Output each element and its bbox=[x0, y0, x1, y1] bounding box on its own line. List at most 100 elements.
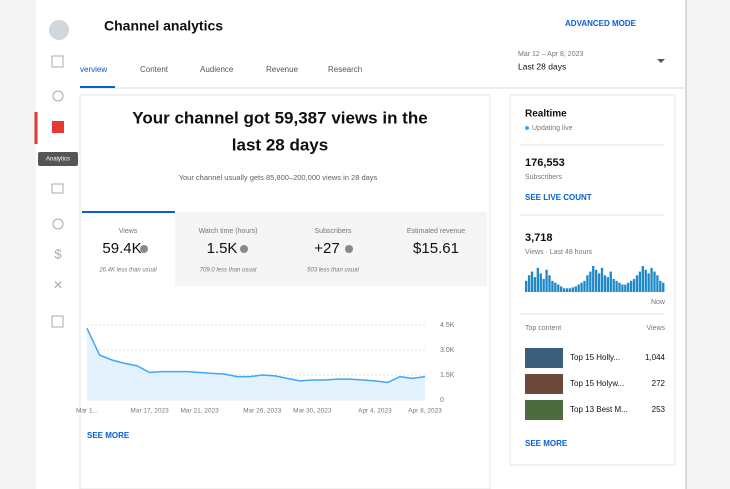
item-title[interactable]: Top 15 Holyw... bbox=[570, 379, 624, 388]
tooltip bbox=[38, 152, 78, 166]
bar bbox=[586, 275, 589, 292]
item-title[interactable]: Top 15 Holly... bbox=[570, 353, 620, 362]
top-content: Top content bbox=[525, 325, 561, 332]
bar bbox=[583, 280, 586, 292]
realtime-status: Updating live bbox=[532, 125, 573, 132]
realtime-views-label: Views · Last 48 hours bbox=[525, 249, 593, 256]
metric-label: Subscribers bbox=[315, 228, 352, 235]
bar bbox=[551, 280, 554, 292]
bar bbox=[627, 282, 630, 292]
metric-label: Watch time (hours) bbox=[199, 228, 258, 235]
bar bbox=[659, 280, 662, 292]
bar bbox=[595, 269, 598, 292]
x-tick-label: Mar 21, 2023 bbox=[181, 408, 220, 415]
x-tick-label: Mar 26, 2023 bbox=[243, 408, 282, 415]
metric-value: +27 bbox=[314, 240, 339, 257]
metric-value: 59.4K bbox=[102, 240, 141, 257]
thumbnail[interactable] bbox=[525, 374, 563, 394]
bar bbox=[618, 282, 621, 292]
item-title[interactable]: Top 13 Best M... bbox=[570, 405, 628, 414]
nav-icon[interactable]: $ bbox=[54, 246, 62, 261]
bar bbox=[562, 288, 566, 292]
bar bbox=[603, 275, 607, 292]
bar bbox=[560, 286, 563, 292]
bar bbox=[589, 271, 592, 292]
subscriber-label: Subscribers bbox=[525, 174, 562, 181]
tab[interactable]: Audience bbox=[200, 65, 234, 74]
date-range[interactable]: Mar 12 – Apr 8, 2023 bbox=[518, 51, 583, 58]
bar bbox=[632, 279, 636, 292]
bar bbox=[565, 288, 569, 292]
tab[interactable]: Content bbox=[140, 65, 169, 74]
see-live-count[interactable]: SEE LIVE COUNT bbox=[525, 193, 592, 202]
metric-note: 709.0 less than usual bbox=[200, 268, 257, 274]
nav-icon[interactable]: ✕ bbox=[53, 278, 63, 292]
period[interactable]: Last 28 days bbox=[518, 61, 566, 71]
tab[interactable]: Research bbox=[328, 65, 362, 74]
thumbnail[interactable] bbox=[525, 348, 563, 368]
nav-icon[interactable] bbox=[52, 90, 64, 102]
see-more[interactable]: SEE MORE bbox=[525, 439, 568, 448]
nav-icon[interactable] bbox=[52, 218, 64, 230]
metric-note: 503 less than usual bbox=[307, 268, 359, 274]
y-tick-label: 4.5K bbox=[440, 322, 455, 329]
info-icon bbox=[240, 245, 248, 253]
item-views: 253 bbox=[652, 405, 666, 414]
bar bbox=[568, 288, 572, 292]
bar bbox=[530, 271, 534, 292]
avatar[interactable] bbox=[49, 20, 69, 40]
bar bbox=[609, 271, 612, 292]
bar bbox=[577, 284, 580, 292]
x-tick-label: Apr 4, 2023 bbox=[358, 408, 392, 415]
bar bbox=[539, 273, 542, 292]
bar bbox=[592, 266, 595, 292]
y-tick-label: 1.5K bbox=[440, 372, 455, 379]
bar bbox=[656, 275, 659, 292]
bar bbox=[612, 279, 615, 292]
bar bbox=[653, 271, 656, 292]
x-tick-label: Mar 17, 2023 bbox=[130, 408, 169, 415]
bar bbox=[650, 267, 653, 292]
bar bbox=[600, 267, 604, 292]
thumbnail[interactable] bbox=[525, 400, 563, 420]
bar bbox=[527, 275, 531, 292]
bar bbox=[621, 284, 624, 292]
tab[interactable]: Revenue bbox=[266, 65, 299, 74]
analytics-icon[interactable] bbox=[52, 121, 64, 133]
bar bbox=[641, 266, 644, 292]
bar bbox=[580, 282, 583, 292]
info-icon bbox=[140, 245, 148, 253]
bar bbox=[554, 282, 557, 292]
bar bbox=[597, 273, 601, 292]
metric-value: $15.61 bbox=[413, 240, 459, 257]
advanced-mode[interactable]: ADVANCED MODE bbox=[565, 19, 637, 28]
bar bbox=[635, 275, 639, 292]
headline: Your channel got 59,387 views in the bbox=[132, 108, 427, 127]
nav-icon[interactable] bbox=[51, 55, 64, 68]
metric-label: Views bbox=[119, 228, 138, 235]
dropdown-arrow[interactable] bbox=[657, 59, 665, 63]
see-more[interactable]: SEE MORE bbox=[87, 431, 130, 440]
bar bbox=[542, 279, 545, 292]
metric-selected[interactable] bbox=[82, 212, 175, 286]
metric-label: Estimated revenue bbox=[407, 228, 465, 235]
bar bbox=[571, 287, 574, 292]
nav-icon[interactable] bbox=[51, 315, 64, 328]
bar bbox=[615, 280, 618, 292]
tab[interactable]: verview bbox=[80, 65, 107, 74]
y-tick-label: 0 bbox=[440, 397, 444, 404]
bar bbox=[638, 271, 642, 292]
bar bbox=[536, 267, 539, 292]
nav-icon[interactable] bbox=[51, 183, 64, 194]
info-icon bbox=[345, 245, 353, 253]
area bbox=[87, 328, 425, 400]
x-tick-label: Apr 8, 2023 bbox=[408, 408, 442, 415]
tooltip-text: Analytics bbox=[46, 157, 70, 163]
bar bbox=[548, 275, 551, 292]
bar bbox=[630, 280, 633, 292]
bar bbox=[644, 269, 647, 292]
headline: last 28 days bbox=[232, 135, 328, 154]
metric-note: 26.4K less than usual bbox=[98, 268, 157, 274]
